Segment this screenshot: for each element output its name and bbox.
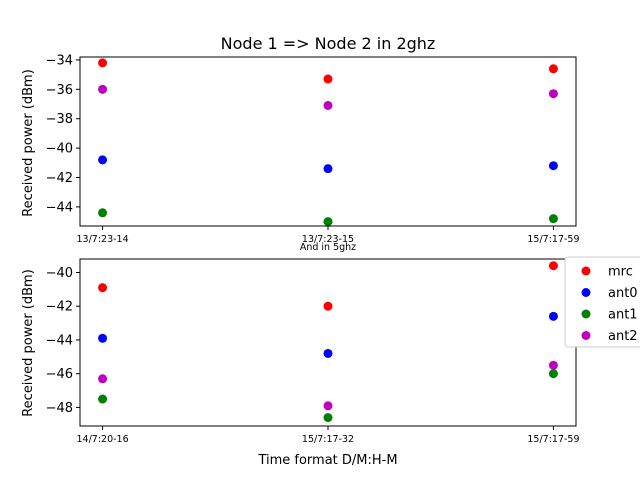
plot-frame — [79, 56, 577, 227]
data-point-ant1 — [323, 413, 333, 423]
legend: mrc ant0 ant1 ant2 — [564, 256, 640, 348]
data-point-mrc — [323, 74, 333, 84]
y-tick-label: −44 — [46, 333, 73, 348]
plot-5ghz: And in 5ghz Received power (dBm) Time fo… — [21, 242, 580, 468]
x-axis-label: Time format D/M:H-M — [257, 453, 397, 468]
y-tick-label: −34 — [46, 53, 73, 68]
plot-5ghz-marks: −48 −46 −44 −42 −40 14/7:20-16 15/7:17-32 15/7:… — [46, 261, 580, 445]
data-point-mrc — [98, 283, 108, 293]
x-tick-label: 15/7:17-32 — [302, 434, 354, 445]
data-point-ant2 — [98, 374, 108, 384]
data-point-ant0 — [98, 333, 108, 343]
data-point-ant0 — [323, 164, 333, 174]
y-tick-label: −44 — [46, 200, 73, 215]
y-axis-label: Received power (dBm) — [21, 69, 36, 217]
data-point-ant1 — [98, 394, 108, 404]
x-tick-label: 15/7:17-59 — [527, 434, 579, 445]
data-point-ant0 — [548, 161, 558, 171]
y-tick-label: −40 — [46, 266, 73, 281]
y-tick-label: −40 — [46, 142, 73, 157]
data-point-ant1 — [98, 208, 108, 218]
legend-items: mrc ant0 ant1 ant2 — [581, 265, 638, 344]
data-point-mrc — [323, 301, 333, 311]
data-point-ant1 — [548, 214, 558, 224]
data-point-mrc — [548, 64, 558, 74]
data-point-ant2 — [548, 360, 558, 370]
x-tick-label: 15/7:17-59 — [527, 234, 579, 245]
x-tick-label: 13/7:23-14 — [76, 234, 128, 245]
plot-title: Node 1 => Node 2 in 2ghz — [221, 34, 436, 53]
y-tick-label: −46 — [46, 367, 73, 382]
data-point-ant1 — [323, 217, 333, 227]
data-point-ant0 — [98, 155, 108, 165]
data-point-ant2 — [98, 84, 108, 94]
data-point-ant0 — [548, 311, 558, 321]
legend-marker-mrc — [581, 266, 591, 276]
x-tick-label: 14/7:20-16 — [76, 434, 128, 445]
legend-label-ant1: ant1 — [608, 308, 638, 323]
legend-frame — [564, 256, 640, 348]
y-axis-label: Received power (dBm) — [21, 269, 36, 417]
data-point-mrc — [98, 58, 108, 68]
data-point-ant2 — [323, 100, 333, 110]
legend-marker-ant2 — [581, 331, 591, 340]
data-point-ant2 — [323, 401, 333, 411]
plot-2ghz: Node 1 => Node 2 in 2ghz Received power … — [21, 34, 580, 245]
data-point-ant2 — [548, 89, 558, 99]
legend-marker-ant0 — [581, 288, 591, 297]
y-tick-label: −48 — [46, 401, 73, 416]
legend-label-ant0: ant0 — [608, 286, 638, 301]
plot-subtitle: And in 5ghz — [300, 242, 356, 253]
data-point-ant0 — [323, 348, 333, 358]
legend-marker-ant1 — [581, 309, 591, 319]
y-tick-label: −36 — [46, 83, 73, 98]
legend-label-ant2: ant2 — [608, 329, 638, 344]
data-point-ant1 — [548, 369, 558, 379]
y-tick-label: −42 — [46, 300, 73, 315]
data-point-mrc — [548, 261, 558, 271]
y-tick-label: −42 — [46, 171, 73, 186]
plot-2ghz-marks: −44 −42 −40 −38 −36 −34 13/7:23-14 13/7:23-15 15… — [46, 53, 580, 245]
legend-label-mrc: mrc — [608, 265, 633, 280]
x-tick-label: 13/7:23-15 — [302, 234, 354, 245]
y-tick-label: −38 — [46, 112, 73, 127]
